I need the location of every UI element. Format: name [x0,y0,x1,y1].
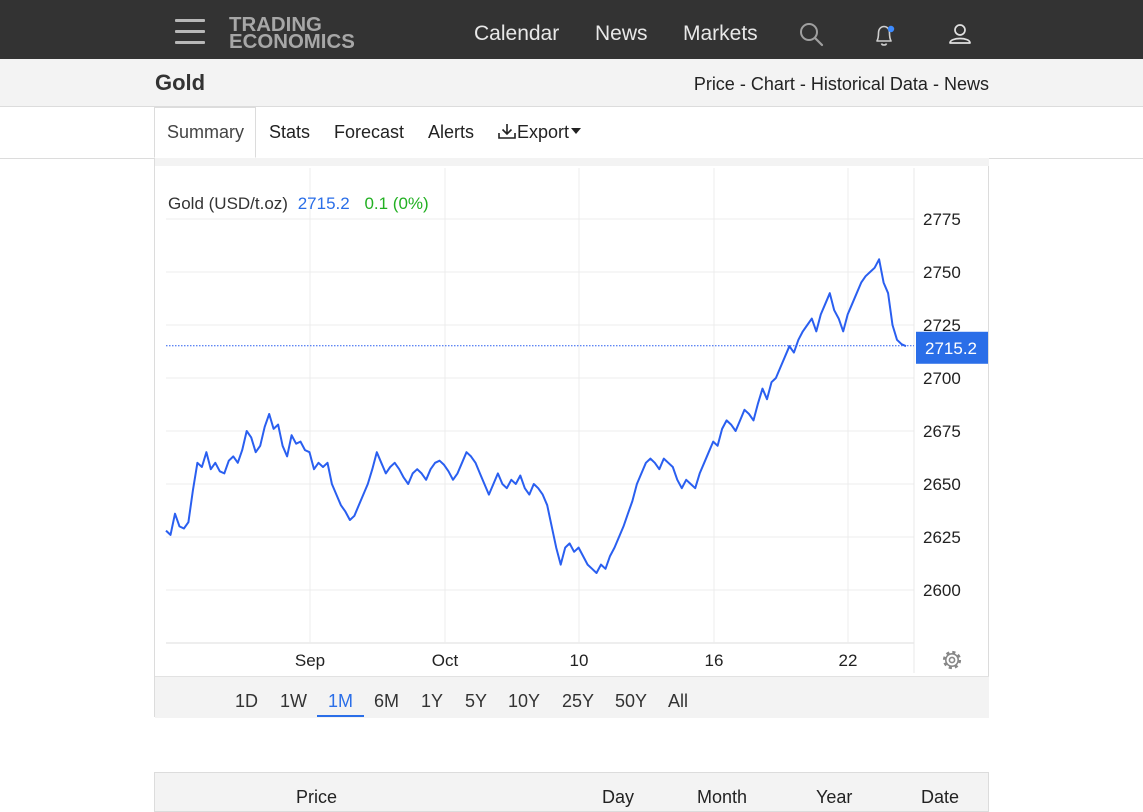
range-25y[interactable]: 25Y [562,691,595,711]
price-chart[interactable]: 2600 2625 2650 2675 2700 2725 2750 2775 Sep Oct 1… [0,0,1143,680]
y-tick-label: 2750 [923,263,961,282]
x-axis: Sep Oct 10 16 22 [295,651,858,670]
tab-active-indicator [154,107,256,158]
crumb-separator: - [739,74,746,94]
range-10y[interactable]: 10Y [508,691,541,711]
nav-markets[interactable]: Markets [683,22,758,45]
crumb-historical-data[interactable]: Historical Data [810,74,928,94]
y-tick-label: 2600 [923,581,961,600]
download-icon [498,124,516,139]
range-1w[interactable]: 1W [280,691,307,711]
y-tick-label: 2650 [923,475,961,494]
logo-line-1: TRADING [229,14,322,36]
logo-line-2: ECONOMICS [229,31,355,53]
range-selector [155,676,989,718]
col-day: Day [602,787,635,807]
search-icon[interactable] [798,21,826,49]
y-tick-label: 2725 [923,316,961,335]
x-tick-label: Sep [295,651,325,670]
menu-icon[interactable] [175,19,205,45]
y-tick-label: 2700 [923,369,961,388]
notification-bell-icon[interactable] [872,22,898,50]
top-navbar: TRADING ECONOMICS Calendar News Markets [0,0,1143,59]
tab-export[interactable]: Export [497,122,582,143]
col-price: Price [296,787,338,807]
caret-down-icon [571,128,582,134]
tab-stats[interactable]: Stats [269,122,311,142]
range-1d[interactable]: 1D [235,691,259,711]
range-all[interactable]: All [668,691,689,711]
range-active-underline [317,715,364,717]
x-tick-label: Oct [432,651,459,670]
y-axis: 2600 2625 2650 2675 2700 2725 2750 2775 [923,210,961,600]
crumb-separator: - [932,74,939,94]
x-tick-label: 22 [839,651,858,670]
col-date: Date [921,787,960,807]
x-tick-label: 10 [570,651,589,670]
nav-calendar[interactable]: Calendar [474,22,560,45]
chart-top-strip [155,158,989,166]
crumb-separator: - [799,74,806,94]
table-header: Price Day Month Year Date [154,772,989,812]
nav-news[interactable]: News [595,22,648,45]
legend-last: 2715.2 [298,194,350,213]
range-1y[interactable]: 1Y [421,691,444,711]
breadcrumb: Price - Chart - Historical Data - News [694,74,989,95]
range-6m[interactable]: 6M [374,691,400,711]
y-tick-label: 2675 [923,422,961,441]
chart-legend: Gold (USD/t.oz) 2715.2 0.1 (0%) [168,194,429,213]
gold-price-line[interactable] [165,258,907,574]
crumb-news[interactable]: News [943,74,989,94]
range-5y[interactable]: 5Y [465,691,488,711]
page-title: Gold [155,70,206,95]
last-price-label: 2715.2 [925,339,977,358]
x-tick-label: 16 [705,651,724,670]
crumb-chart[interactable]: Chart [750,74,795,94]
col-month: Month [697,787,748,807]
settings-gear-icon[interactable] [942,650,962,670]
col-year: Year [816,787,853,807]
range-50y[interactable]: 50Y [615,691,648,711]
logo[interactable]: TRADING ECONOMICS [229,14,379,54]
last-price-badge [916,331,988,364]
tab-forecast[interactable]: Forecast [334,122,405,142]
title-bar: Gold Price - Chart - Historical Data - N… [0,59,1143,107]
y-tick-label: 2625 [923,528,961,547]
chart-grid [166,168,915,673]
crumb-price[interactable]: Price [693,74,735,94]
tab-summary[interactable]: Summary [167,122,245,142]
tab-export-label: Export [517,122,570,142]
range-1m[interactable]: 1M [328,691,354,711]
legend-change: 0.1 (0%) [364,194,428,213]
legend-instrument: Gold (USD/t.oz) [168,194,288,213]
y-tick-label: 2775 [923,210,961,229]
user-icon[interactable] [946,21,974,49]
tab-alerts[interactable]: Alerts [428,122,475,142]
